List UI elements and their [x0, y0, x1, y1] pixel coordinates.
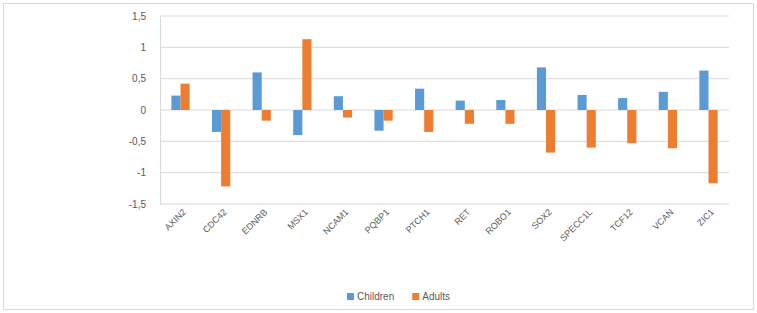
x-tick-label: VCAN: [651, 207, 676, 232]
x-tick: RET: [453, 204, 473, 227]
x-tick-label: NCAM1: [321, 207, 350, 236]
x-tick: SOX2: [530, 204, 554, 231]
x-tick-label: SOX2: [530, 207, 554, 231]
legend-swatch: [347, 293, 354, 300]
x-tick: PTCH1: [404, 204, 432, 235]
y-tick: 0,5: [132, 73, 160, 84]
y-tick-label: 1,5: [132, 11, 146, 22]
x-tick-label: MSX1: [286, 207, 310, 231]
bar: [537, 67, 546, 110]
legend-label: Children: [357, 291, 394, 302]
x-tick: EDNRB: [240, 204, 269, 236]
chart-frame: [4, 4, 754, 310]
x-tick: TCF12: [608, 204, 635, 234]
grid-line: [160, 47, 729, 48]
x-tick: ZIC1: [695, 204, 716, 228]
bar: [374, 110, 383, 131]
x-tick: AXIN2: [163, 204, 188, 233]
bar: [465, 110, 474, 124]
x-tick-label: ROBO1: [484, 207, 513, 236]
grid-line: [160, 16, 729, 17]
y-tick: -1,5: [129, 199, 160, 210]
grid-line: [160, 204, 729, 205]
x-axis: AXIN2 CDC42 EDNRB MSX1 NCAM1 PQBP1 PTCH1 RET ROB…: [163, 204, 716, 243]
y-tick-label: -1: [137, 167, 146, 178]
bar: [618, 98, 627, 110]
x-tick-label: TCF12: [608, 207, 635, 234]
bar: [262, 110, 271, 121]
bar: [384, 110, 393, 121]
y-tick: 1,5: [132, 11, 160, 22]
bar: [699, 71, 708, 110]
bar: [171, 96, 180, 110]
x-tick: PQBP1: [363, 204, 391, 235]
bar: [343, 110, 352, 118]
y-tick: -1: [137, 167, 160, 178]
bar: [587, 110, 596, 148]
y-tick-label: -0,5: [129, 136, 147, 147]
bar: [415, 89, 424, 110]
legend-item: Adults: [412, 291, 450, 302]
grid-line: [160, 141, 729, 142]
y-tick-label: 0,5: [132, 73, 146, 84]
y-axis: -1,5 -1 -0,5 0 0,5 1 1,5: [129, 11, 161, 210]
bar: [221, 110, 230, 186]
plot: -1,5 -1 -0,5 0 0,5 1 1,5 AXIN2 CDC42 EDNRB MSX1 NCA…: [129, 11, 729, 243]
y-tick: -0,5: [129, 136, 160, 147]
legend: Children Adults: [347, 291, 450, 302]
chart: -1,5 -1 -0,5 0 0,5 1 1,5 AXIN2 CDC42 EDNRB MSX1 NCA…: [0, 0, 757, 313]
grid: [160, 16, 729, 204]
bar: [668, 110, 677, 148]
legend-swatch: [412, 293, 419, 300]
bar: [253, 72, 262, 110]
x-tick: MSX1: [286, 204, 310, 231]
bar: [181, 84, 190, 110]
x-tick: NCAM1: [321, 204, 350, 236]
legend-label: Adults: [422, 291, 450, 302]
x-tick-label: AXIN2: [163, 207, 188, 232]
bars: [171, 39, 717, 186]
bar: [496, 100, 505, 110]
y-tick-label: 0: [140, 105, 146, 116]
bar: [546, 110, 555, 153]
x-tick: VCAN: [651, 204, 676, 232]
bar: [334, 96, 343, 110]
x-tick-label: ZIC1: [695, 207, 716, 228]
grid-line: [160, 172, 729, 173]
x-tick-label: PQBP1: [363, 207, 391, 235]
y-tick-label: 1: [140, 42, 146, 53]
grid-line: [160, 110, 729, 111]
x-tick-label: CDC42: [201, 207, 229, 235]
y-tick: 0: [140, 105, 160, 116]
bar: [627, 110, 636, 143]
bar: [708, 110, 717, 183]
x-tick: SPECC1L: [558, 204, 594, 243]
x-tick-label: RET: [453, 207, 473, 227]
bar: [456, 101, 465, 110]
y-tick-label: -1,5: [129, 199, 147, 210]
bar: [212, 110, 221, 132]
y-axis-line: [160, 17, 161, 205]
x-tick: ROBO1: [484, 204, 513, 236]
bar-series: [181, 39, 718, 186]
bar: [302, 39, 311, 110]
x-tick-label: PTCH1: [404, 207, 432, 235]
legend-item: Children: [347, 291, 394, 302]
x-tick: CDC42: [201, 204, 229, 235]
bar: [659, 92, 668, 110]
grid-line: [160, 78, 729, 79]
bar: [424, 110, 433, 132]
bar: [293, 110, 302, 135]
bar: [505, 110, 514, 124]
x-tick-label: EDNRB: [240, 207, 269, 236]
x-tick-label: SPECC1L: [558, 207, 594, 243]
bar: [578, 95, 587, 110]
y-tick: 1: [140, 42, 160, 53]
